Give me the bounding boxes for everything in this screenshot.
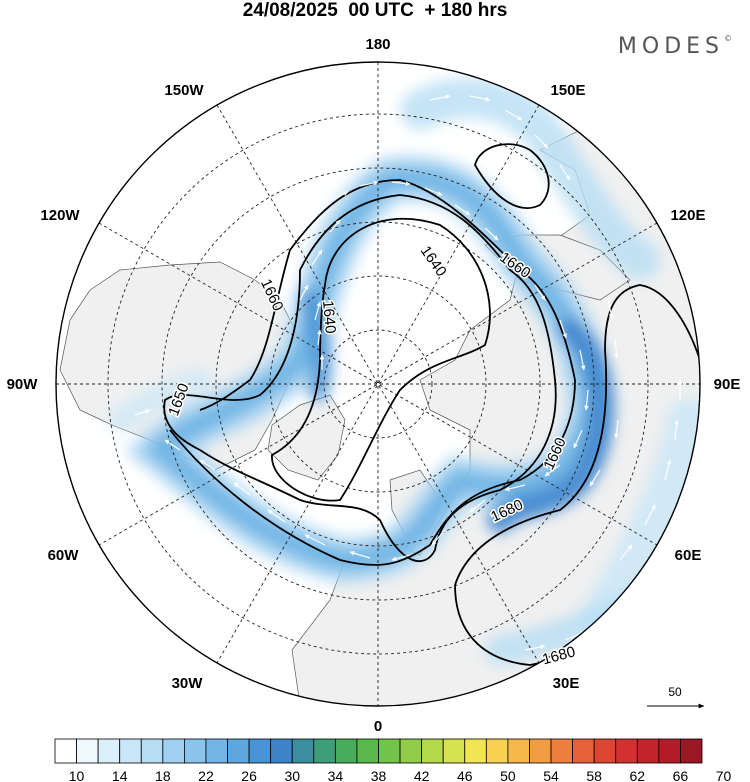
colorbar-tick-label: 66 <box>673 768 689 782</box>
colorbar-swatch <box>593 738 617 764</box>
colorbar-swatch <box>119 738 142 764</box>
colorbar-swatch <box>615 738 638 764</box>
colorbar-tick-label: 50 <box>500 768 516 782</box>
colorbar-swatch <box>356 738 379 764</box>
colorbar-swatch <box>680 738 703 764</box>
lon-label-150e: 150E <box>550 82 585 99</box>
colorbar-swatch <box>291 738 315 764</box>
lon-label-0: 0 <box>374 718 382 735</box>
colorbar-swatch <box>54 738 77 764</box>
lon-label-120w: 120W <box>40 207 80 224</box>
colorbar-swatch <box>334 738 358 764</box>
colorbar-swatch <box>507 738 530 764</box>
modes-logo: MODES© <box>618 34 732 59</box>
map-title: 24/08/2025 00 UTC + 180 hrs <box>242 0 508 21</box>
colorbar-tick-label: 22 <box>198 768 214 782</box>
colorbar-swatch <box>550 738 573 764</box>
colorbar-swatch <box>140 738 164 764</box>
colorbar-swatch <box>658 738 681 764</box>
colorbar-swatch <box>270 738 293 764</box>
lon-label-30w: 30W <box>172 675 204 692</box>
reference-vector-label: 50 <box>668 685 682 699</box>
colorbar-swatch <box>183 738 207 764</box>
reference-vector: 50 <box>647 685 705 709</box>
colorbar-tick-label: 54 <box>543 768 559 782</box>
brand-name: MODES <box>617 34 724 59</box>
colorbar-tick-label: 62 <box>630 768 646 782</box>
copyright-mark: © <box>724 34 732 43</box>
colorbar-tick-label: 10 <box>69 768 85 782</box>
greenland-landmass <box>267 394 346 481</box>
colorbar-tick-label: 18 <box>155 768 171 782</box>
lon-label-60w: 60W <box>48 547 80 564</box>
colorbar-tick-label: 42 <box>414 768 430 782</box>
lon-label-150w: 150W <box>164 82 204 99</box>
contour-1640 <box>271 217 491 502</box>
colorbar-tick-label: 46 <box>457 768 473 782</box>
colorbar-tick-label: 34 <box>328 768 344 782</box>
longitude-labels: 180 150E 120E 90E 60E 30E 0 30W 60W 90W … <box>7 36 741 735</box>
colorbar-swatch <box>399 738 423 764</box>
lon-label-180: 180 <box>365 36 390 53</box>
colorbar-swatch <box>97 738 121 764</box>
colorbar-swatch <box>421 738 444 764</box>
lon-label-90w: 90W <box>7 376 39 393</box>
colorbar-swatch <box>378 738 401 764</box>
colorbar-swatch <box>464 738 487 764</box>
colorbar-swatch <box>442 738 466 764</box>
contour-1660 <box>169 179 576 566</box>
colorbar-swatch <box>572 738 595 764</box>
colorbar-tick-label: 14 <box>112 768 128 782</box>
colorbar: 10 14 18 22 26 30 34 38 42 46 50 54 58 62 66 70 <box>54 738 732 782</box>
lon-label-30e: 30E <box>553 675 580 692</box>
colorbar-swatch <box>248 738 272 764</box>
colorbar-tick-label: 26 <box>241 768 257 782</box>
colorbar-tick-label: 30 <box>284 768 300 782</box>
contour-closed-east <box>474 143 550 209</box>
colorbar-swatch <box>636 738 660 764</box>
colorbar-swatch <box>205 738 228 764</box>
graticule <box>56 62 700 706</box>
contour-1680 <box>454 284 700 586</box>
colorbar-swatch <box>162 738 185 764</box>
map-boundary <box>55 61 701 707</box>
colorbar-swatch <box>313 738 336 764</box>
lon-label-120e: 120E <box>670 207 705 224</box>
map-body <box>56 62 700 706</box>
colorbar-swatch <box>227 738 250 764</box>
colorbar-swatch <box>529 738 552 764</box>
lon-label-60e: 60E <box>675 547 702 564</box>
wind-vectors <box>134 94 683 651</box>
colorbar-tick-label: 58 <box>586 768 602 782</box>
lon-label-90e: 90E <box>714 376 741 393</box>
colorbar-tick-label: 70 <box>716 768 732 782</box>
contour-label: 1640 <box>319 300 339 335</box>
colorbar-swatch <box>76 738 99 764</box>
colorbar-swatch <box>485 738 509 764</box>
contour-1650 <box>163 194 557 562</box>
colorbar-tick-label: 38 <box>371 768 387 782</box>
